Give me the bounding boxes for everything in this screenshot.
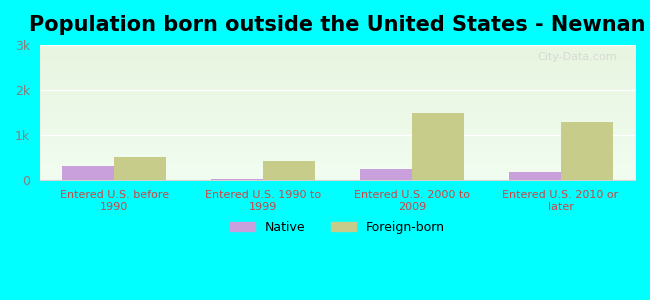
Bar bbox=[114, 157, 166, 180]
Bar bbox=[263, 161, 315, 180]
Legend: Native, Foreign-born: Native, Foreign-born bbox=[225, 216, 450, 239]
Bar bbox=[62, 166, 114, 180]
Bar bbox=[359, 169, 412, 180]
Bar bbox=[412, 112, 464, 180]
Bar bbox=[508, 172, 560, 180]
Text: City-Data.com: City-Data.com bbox=[538, 52, 617, 62]
Bar bbox=[211, 179, 263, 180]
Bar bbox=[560, 122, 613, 180]
Title: Population born outside the United States - Newnan: Population born outside the United State… bbox=[29, 15, 645, 35]
